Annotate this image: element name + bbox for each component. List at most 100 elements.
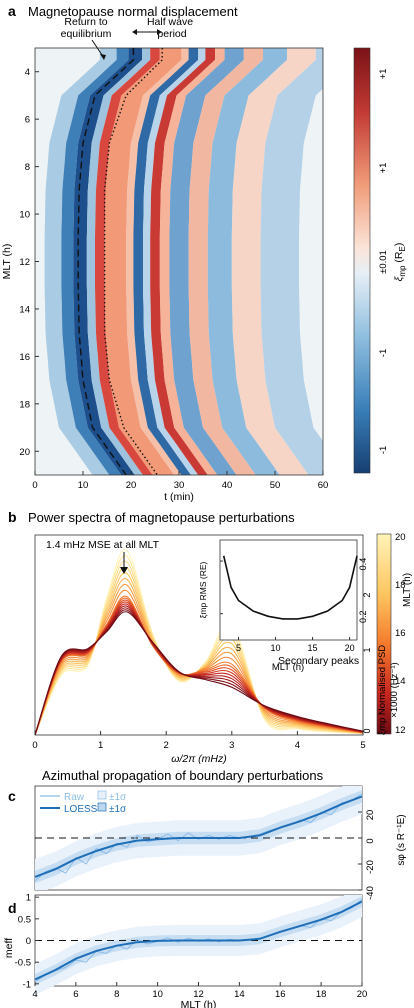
axesC-ytick-label: 20 [365,810,376,821]
a-xtick-label: 50 [270,480,281,491]
psd-curve-4 [35,572,363,735]
colorbar-a-ticks: +1 +1 ±0.01 -1 -1 [378,69,389,455]
a-ytick-label: 20 [19,447,30,458]
panel-c-right-label: sφ (s R⁻¹E) [396,814,407,865]
colorbar-b-tick-1: 20 [395,532,406,543]
b-xtick-label: 5 [360,740,365,751]
inset-xtick-label: 15 [308,643,318,653]
a-ytick-label: 4 [25,67,30,78]
axesD-xtick-label: 8 [114,989,119,1000]
heatmap-band-5 [104,48,182,475]
axesD-ytick-label: 0 [26,936,31,947]
heatmap-band-11 [169,48,244,475]
panel-c-letter: c [8,788,16,804]
heatmap-band-0 [44,48,117,475]
colorbar-a-tick-2: +1 [378,163,389,174]
psd-curve-0 [35,549,363,735]
a-xtick-label: 10 [78,480,89,491]
colorbar-a-tick-3: ±0.01 [378,250,389,274]
colorbar-b-tick-3: 16 [395,628,406,639]
legend-sigma-loess-swatch [97,802,107,812]
legend-sigma-loess-label: ±1σ [109,804,127,815]
inset-rms-curve [222,555,358,620]
b-xlabel: ω/2π (mHz) [171,753,226,765]
colorbar-a-label: ξmp (RE) [393,243,407,282]
inset-ylabel: ξmp RMS (RE) [198,561,208,618]
heatmap-band-15 [260,48,323,475]
a-xtick-label: 60 [318,480,329,491]
axesD-xtick-label: 12 [193,989,204,1000]
annotation-half-2: period [157,28,186,40]
a-ytick-label: 16 [19,352,30,363]
psd-right-label-1: ξmp Normalised PSD [377,645,388,735]
axesD-xtick-label: 6 [73,989,78,1000]
psd-curve-7 [35,589,363,735]
psd-curve-1 [35,555,363,735]
inset-xlabel: MLT (h) [272,662,304,673]
colorbar-a-label-main: ξ [393,275,405,281]
annotation-return-1: Return to [64,16,107,28]
axesD-xtick-label: 18 [316,989,327,1000]
a-xtick-label: 40 [222,480,233,491]
legend-sigma-raw-label: ±1σ [109,792,127,803]
axesD-xtick-label: 16 [275,989,286,1000]
a-ytick-label: 18 [19,399,30,410]
psd-frame [34,534,364,736]
axesC-ytick-label: -40 [365,886,376,900]
half-arrow-left [132,29,137,35]
inset-ytick-label: 0.4 [358,558,368,571]
colorbar-a-tick-5: -1 [378,446,389,454]
a-ytick-label: 10 [19,210,30,221]
axesD-xlabel: MLT (h) [181,999,217,1008]
a-xtick-label: 30 [174,480,185,491]
inset-xtick-label: 10 [271,643,281,653]
heatmap-band-13 [207,48,287,475]
colorbar-a-tick-1: +1 [378,69,389,80]
psd-curve-6 [35,584,363,735]
inset-ytick-label: 0.2 [358,610,368,623]
panel-cd-title: Azimuthal propagation of boundary pertur… [42,768,324,783]
panel-a-title: Magnetopause normal displacement [28,4,238,19]
a-xtick-label: 0 [32,480,37,491]
half-arrow-right [157,29,162,35]
panel-b-letter: b [8,509,17,525]
colorbar-b-tick-4: 14 [395,676,406,687]
colorbar-a-label-close: ) [393,243,405,247]
b-xtick-label: 2 [164,740,169,751]
panel-a-letter: a [8,3,16,19]
annotation-peak: 1.4 mHz MSE at all MLT [46,539,160,551]
psd-right-tick-2: 2 [362,592,372,597]
heatmap-band-12 [188,48,263,475]
inset-frame [219,539,358,641]
heatmap-band-2 [73,48,142,475]
axesD-xtick-label: 20 [357,989,368,1000]
legend-raw-label: Raw [64,792,85,803]
colorbar-b-ticks: 20 18 16 14 12 [395,532,406,736]
axesC-ytick-label: -20 [365,860,376,874]
annotation-half-1: Half wave [147,16,193,28]
colorbar-a-label-sub: mp [398,265,407,277]
axesD-ytick-label: 0.5 [18,914,31,925]
psd-curve-5 [35,578,363,735]
axesD-loess-line [35,900,362,981]
a-xtick-label: 20 [126,480,137,491]
b-xtick-label: 0 [32,740,37,751]
inset-xtick-label: 5 [236,643,241,653]
a-ylabel: MLT (h) [1,244,13,280]
axesC-loess-sigma-band [35,790,362,884]
colorbar-b-tick-5: 12 [395,725,406,736]
colorbar-b [376,533,392,735]
axesC-ytick-label: 0 [365,838,376,843]
inset-xtick-label: 20 [345,643,355,653]
panel-d-ylabel: meff [3,938,15,958]
panel-b-title: Power spectra of magnetopause perturbati… [28,510,295,525]
peak-arrowhead [120,567,128,574]
psd-curve-2 [35,560,363,735]
a-ytick-label: 8 [25,162,30,173]
b-xtick-label: 4 [295,740,300,751]
psd-right-tick-1: 1 [362,647,372,652]
return-equilibrium-curve [77,48,135,475]
annotation-secondary: Secondary peaks [278,655,359,667]
heatmap-band-14 [231,48,316,475]
